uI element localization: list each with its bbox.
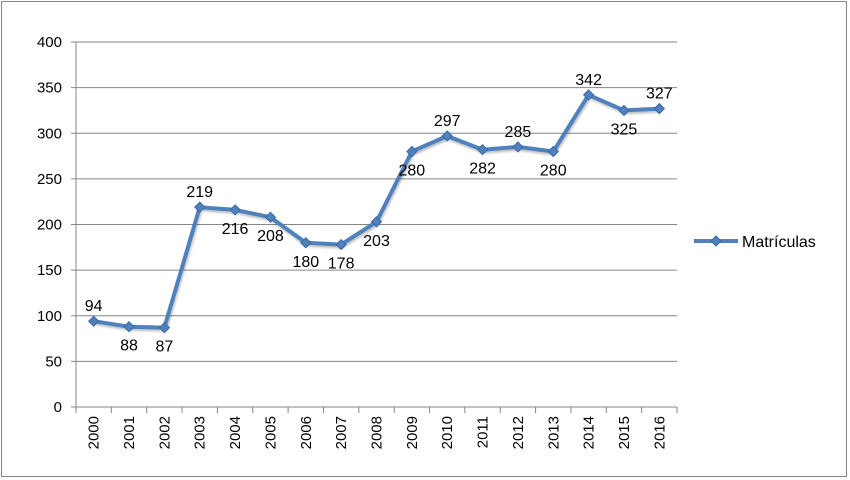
markers-group	[87, 89, 666, 334]
data-label: 178	[328, 256, 355, 273]
data-label: 180	[292, 254, 319, 271]
data-point-marker	[653, 102, 666, 115]
y-axis-ticks: 0 50 100 150 200 250 300 350 400	[37, 34, 76, 416]
data-label: 327	[646, 86, 673, 103]
legend-label: Matrículas	[742, 234, 816, 251]
data-label: 94	[85, 298, 103, 315]
data-label: 216	[222, 221, 249, 238]
y-tick-label: 400	[37, 34, 62, 51]
data-label: 280	[540, 163, 567, 180]
data-point-marker	[123, 320, 135, 333]
legend-marker	[710, 235, 722, 247]
x-tick-label: 2016	[651, 416, 668, 449]
data-point-marker	[264, 211, 277, 223]
data-point-marker	[158, 321, 171, 334]
x-tick-label: 2010	[439, 416, 456, 449]
x-tick-label: 2009	[404, 416, 421, 449]
gridlines	[76, 41, 677, 362]
data-label: 203	[363, 233, 390, 250]
x-tick-label: 2015	[616, 416, 633, 449]
legend: Matrículas	[694, 234, 816, 251]
x-tick-label: 2003	[192, 416, 209, 449]
data-labels-group: 94 88 87 219 216 208 180 178 203 280 297 282 285 280 3…	[85, 72, 673, 356]
data-point-marker	[87, 315, 100, 327]
data-label: 87	[155, 339, 173, 356]
data-label: 285	[505, 124, 532, 141]
data-label: 297	[434, 113, 461, 130]
x-tick-label: 2011	[475, 416, 492, 448]
data-label: 219	[186, 184, 213, 201]
series-line	[93, 92, 660, 330]
data-point-marker	[300, 237, 312, 249]
x-tick-label: 2004	[227, 416, 244, 449]
x-tick-label: 2006	[298, 416, 315, 449]
y-tick-label: 150	[37, 262, 62, 279]
data-label: 88	[120, 338, 138, 355]
data-point-marker	[406, 145, 418, 158]
data-point-marker	[229, 204, 241, 216]
data-point-marker	[618, 104, 630, 117]
data-point-marker	[476, 143, 489, 156]
data-label: 282	[469, 161, 496, 178]
x-tick-label: 2014	[581, 416, 598, 449]
y-tick-label: 250	[37, 171, 62, 188]
x-tick-label: 2000	[86, 416, 103, 449]
series-group	[93, 92, 660, 330]
data-label: 325	[611, 121, 638, 138]
x-tick-label: 2005	[262, 416, 279, 449]
data-point-marker	[194, 201, 206, 213]
y-tick-label: 300	[37, 125, 62, 142]
y-tick-label: 100	[37, 308, 62, 325]
data-point-marker	[547, 145, 559, 158]
data-point-marker	[370, 216, 383, 228]
y-tick-label: 200	[37, 217, 62, 234]
x-tick-label: 2002	[156, 416, 173, 449]
x-tick-label: 2013	[545, 416, 562, 449]
x-tick-label: 2001	[121, 416, 138, 449]
x-tick-label: 2012	[510, 416, 527, 449]
data-point-marker	[441, 130, 453, 142]
y-tick-label: 350	[37, 80, 62, 97]
y-tick-label: 50	[45, 353, 62, 370]
data-point-marker	[582, 89, 595, 101]
data-label: 208	[257, 228, 284, 245]
data-label: 342	[575, 72, 602, 89]
data-point-marker	[335, 238, 347, 251]
x-tick-label: 2007	[333, 416, 350, 449]
data-point-marker	[512, 141, 524, 153]
data-label: 280	[399, 163, 426, 180]
y-tick-label: 0	[54, 399, 62, 416]
x-tick-label: 2008	[369, 416, 386, 449]
x-axis-ticks: 2000 2001 2002 2003 2004 2005 2006 2007 2008 2009…	[75, 407, 678, 449]
